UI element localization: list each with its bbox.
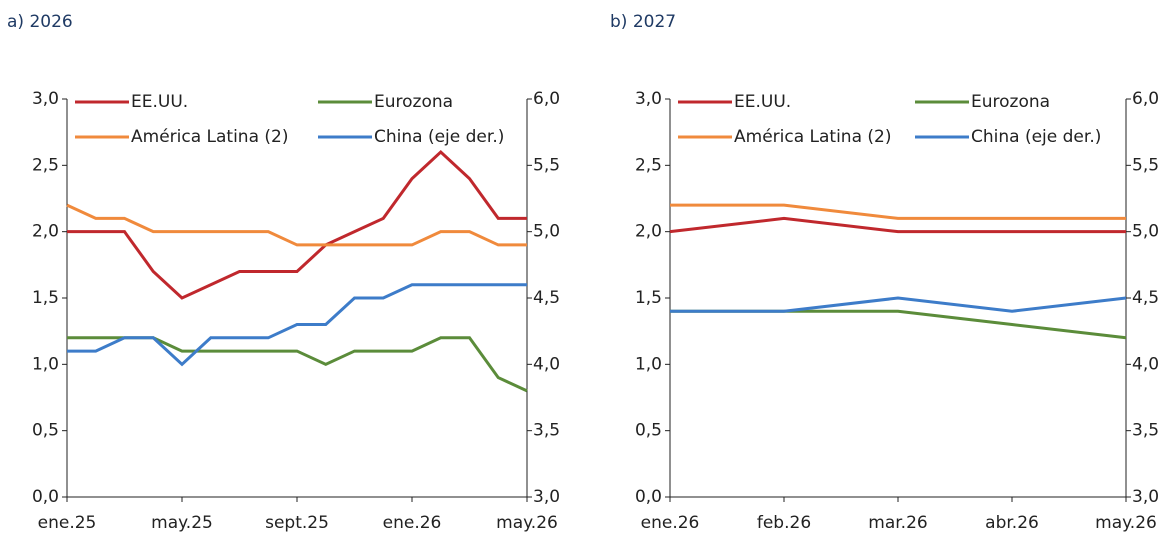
series-line — [67, 283, 527, 367]
y-tick-label: 1,0 — [635, 354, 662, 374]
legend-label: China (eje der.) — [374, 127, 504, 147]
x-tick-label: ene.26 — [383, 513, 442, 533]
y-tick-label: 2,5 — [32, 155, 59, 175]
series-line — [67, 150, 527, 300]
y2-tick-label: 6,0 — [533, 89, 560, 109]
x-tick-label: mar.26 — [868, 513, 927, 533]
series-line — [670, 309, 1127, 340]
x-tick-label: sept.25 — [265, 513, 329, 533]
y-tick-label: 3,0 — [32, 89, 59, 109]
y2-tick-label: 4,5 — [1132, 288, 1159, 308]
chart-title: b) 2027 — [610, 12, 676, 32]
y-tick-label: 3,0 — [635, 89, 662, 109]
x-tick-label: abr.26 — [985, 513, 1039, 533]
series-line — [67, 336, 528, 393]
y-tick-label: 0,5 — [32, 421, 59, 441]
y-tick-label: 1,5 — [32, 288, 59, 308]
y2-tick-label: 3,5 — [533, 421, 560, 441]
series-line — [669, 216, 1126, 234]
y2-tick-label: 4,0 — [533, 354, 560, 374]
y2-tick-label: 5,5 — [533, 155, 560, 175]
legend-label: América Latina (2) — [734, 127, 891, 147]
y2-tick-label: 5,0 — [1132, 222, 1159, 242]
series-line — [670, 203, 1126, 220]
series-line — [66, 203, 527, 247]
y2-tick-label: 5,5 — [1132, 155, 1159, 175]
y-tick-label: 0,0 — [32, 487, 59, 507]
x-tick-label: ene.25 — [38, 513, 97, 533]
legend-label: Eurozona — [374, 92, 453, 112]
x-tick-label: may.26 — [1095, 513, 1157, 533]
y-tick-label: 0,0 — [635, 487, 662, 507]
y2-tick-label: 3,5 — [1132, 421, 1159, 441]
y2-tick-label: 6,0 — [1132, 89, 1159, 109]
legend-label: Eurozona — [971, 92, 1050, 112]
y2-tick-label: 5,0 — [533, 222, 560, 242]
x-tick-label: may.25 — [151, 513, 213, 533]
x-tick-label: may.26 — [496, 513, 558, 533]
y2-tick-label: 3,0 — [1132, 487, 1159, 507]
chart-title: a) 2026 — [7, 12, 73, 32]
legend-label: América Latina (2) — [131, 127, 288, 147]
y-tick-label: 2,0 — [32, 222, 59, 242]
y-tick-label: 1,0 — [32, 354, 59, 374]
y-tick-label: 0,5 — [635, 421, 662, 441]
y-tick-label: 2,0 — [635, 222, 662, 242]
legend-label: China (eje der.) — [971, 127, 1101, 147]
x-tick-label: feb.26 — [757, 513, 811, 533]
y2-tick-label: 4,0 — [1132, 354, 1159, 374]
legend-label: EE.UU. — [131, 92, 188, 112]
y2-tick-label: 3,0 — [533, 487, 560, 507]
y-tick-label: 1,5 — [635, 288, 662, 308]
x-tick-label: ene.26 — [641, 513, 700, 533]
y2-tick-label: 4,5 — [533, 288, 560, 308]
legend-label: EE.UU. — [734, 92, 791, 112]
y-tick-label: 2,5 — [635, 155, 662, 175]
series-line — [670, 296, 1127, 313]
